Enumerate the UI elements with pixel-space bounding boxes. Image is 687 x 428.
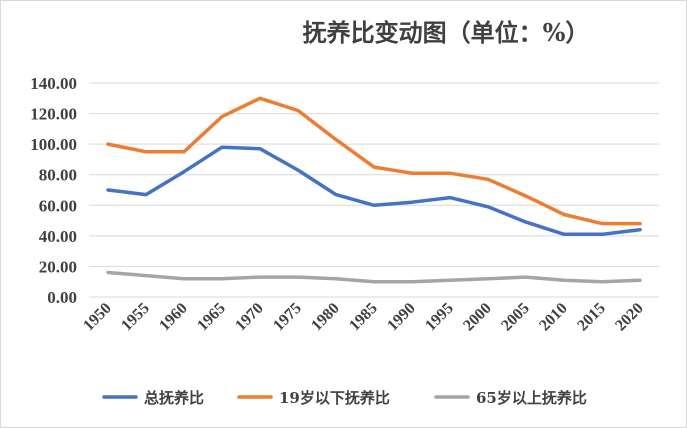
data-point: [334, 138, 338, 142]
x-tick-label: 1960: [156, 300, 191, 335]
data-point: [372, 203, 376, 207]
data-point: [182, 150, 186, 154]
data-point: [372, 165, 376, 169]
data-point: [220, 115, 224, 119]
data-point: [144, 193, 148, 197]
data-point: [334, 277, 338, 281]
legend-label-3: 65岁以上抚养比: [476, 389, 587, 407]
data-point: [258, 96, 262, 100]
legend-label-2: 19岁以下抚养比: [279, 389, 390, 407]
data-point: [410, 280, 414, 284]
x-tick-label: 2015: [574, 300, 609, 335]
y-tick-label: 100.00: [30, 135, 77, 154]
data-point: [296, 109, 300, 113]
y-tick-label: 120.00: [30, 105, 77, 124]
data-point: [524, 194, 528, 198]
data-point: [600, 232, 604, 236]
legend: 总抚养比 19岁以下抚养比 65岁以上抚养比: [102, 389, 587, 407]
data-point: [106, 271, 110, 275]
data-point: [486, 177, 490, 181]
x-tick-label: 1950: [80, 300, 115, 335]
data-point: [600, 222, 604, 226]
y-tick-label: 20.00: [39, 257, 77, 276]
data-point: [562, 278, 566, 282]
y-tick-label: 0.00: [47, 288, 77, 307]
x-tick-label: 1955: [118, 300, 153, 335]
data-point: [220, 145, 224, 149]
data-point: [524, 220, 528, 224]
data-point: [448, 171, 452, 175]
data-point: [258, 275, 262, 279]
data-point: [600, 280, 604, 284]
chart-title: 抚养比变动图（单位：%）: [303, 18, 590, 47]
data-point: [410, 200, 414, 204]
data-point: [448, 278, 452, 282]
x-tick-label: 1965: [194, 300, 229, 335]
data-point: [106, 142, 110, 146]
data-point: [562, 232, 566, 236]
y-tick-label: 40.00: [39, 227, 77, 246]
x-tick-label: 1970: [232, 300, 267, 335]
x-tick-label: 2005: [498, 300, 533, 335]
x-tick-label: 1985: [346, 300, 381, 335]
data-point: [296, 168, 300, 172]
data-point: [220, 277, 224, 281]
data-point: [562, 212, 566, 216]
y-tick-label: 60.00: [39, 196, 77, 215]
x-tick-label: 1980: [308, 300, 343, 335]
data-point: [448, 196, 452, 200]
data-point: [486, 277, 490, 281]
data-point: [410, 171, 414, 175]
data-point: [372, 280, 376, 284]
data-point: [296, 275, 300, 279]
data-point: [638, 228, 642, 232]
series-lines: [106, 96, 642, 284]
data-point: [182, 170, 186, 174]
data-point: [258, 147, 262, 151]
x-tick-label: 2020: [612, 300, 647, 335]
legend-label-1: 总抚养比: [144, 389, 204, 407]
x-tick-label: 1995: [422, 300, 457, 335]
x-axis: 1950 1955 1960 1965 1970 1975 1980 1985 1990 1995…: [80, 300, 647, 335]
x-tick-label: 2010: [536, 300, 571, 335]
data-point: [106, 188, 110, 192]
data-point: [144, 274, 148, 278]
gridlines: [89, 82, 659, 298]
y-tick-label: 140.00: [30, 74, 77, 93]
data-point: [334, 193, 338, 197]
data-point: [486, 205, 490, 209]
data-point: [638, 222, 642, 226]
x-tick-label: 1975: [270, 300, 305, 335]
y-tick-label: 80.00: [39, 166, 77, 185]
data-point: [144, 150, 148, 154]
data-point: [182, 277, 186, 281]
data-point: [524, 275, 528, 279]
data-point: [638, 278, 642, 282]
x-tick-label: 1990: [384, 300, 419, 335]
y-axis: 0.00 20.00 40.00 60.00 80.00 100.00 120.00 140.…: [30, 74, 77, 307]
series-line-1: [106, 145, 642, 237]
x-tick-label: 2000: [460, 300, 495, 335]
